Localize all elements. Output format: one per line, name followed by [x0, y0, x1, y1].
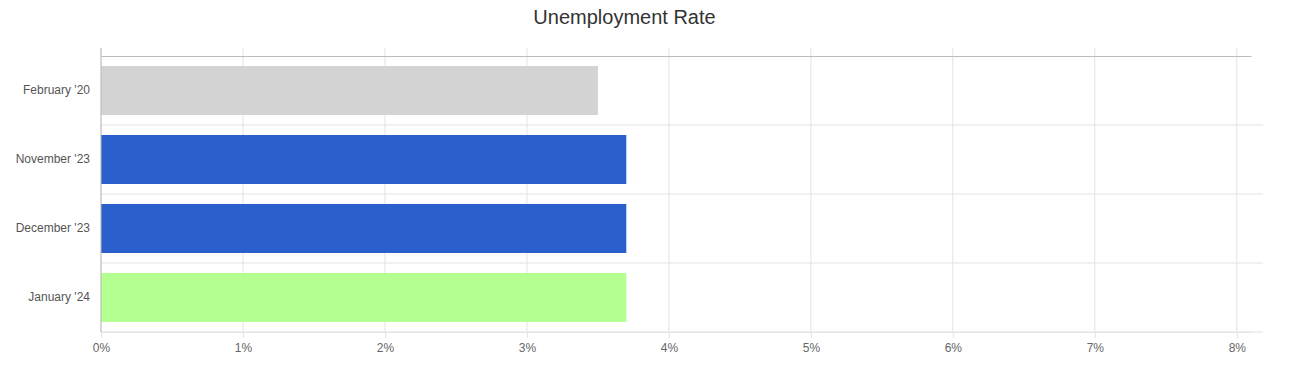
bar	[101, 204, 626, 253]
tick-label: 1%	[235, 341, 253, 355]
tick: 8%	[1229, 332, 1247, 355]
tick: November '23	[16, 152, 101, 166]
bar	[101, 66, 598, 115]
x-axis-top	[102, 56, 1252, 57]
tick: 3%	[519, 332, 537, 355]
tick-label: 2%	[377, 341, 395, 355]
tick: January '24	[28, 290, 101, 304]
chart: Unemployment Rate 0% 1% 2% 3% 4% 5% 6% 7% 8% Febru…	[0, 0, 1299, 375]
bar	[101, 135, 626, 184]
tick: 2%	[377, 332, 395, 355]
chart-title: Unemployment Rate	[533, 6, 715, 28]
tick-mark	[1095, 332, 1096, 338]
band-separator	[101, 125, 1263, 126]
tick: February '20	[23, 83, 101, 97]
tick-mark	[101, 332, 102, 338]
axis-line	[101, 48, 102, 332]
bar	[101, 273, 626, 322]
grid-line	[810, 48, 811, 332]
axis-line	[102, 56, 1252, 57]
tick-mark	[669, 332, 670, 338]
tick-mark	[953, 332, 954, 338]
x-axis: 0% 1% 2% 3% 4% 5% 6% 7% 8%	[93, 332, 1252, 355]
grid-line	[101, 48, 102, 332]
grid-line	[1094, 48, 1095, 332]
tick: 6%	[945, 332, 963, 355]
tick: December '23	[16, 221, 101, 235]
tick-label: 5%	[803, 341, 821, 355]
tick-label: 4%	[661, 341, 679, 355]
category-label: February '20	[23, 83, 90, 97]
band-separator	[101, 263, 1263, 264]
tick-label: 7%	[1087, 341, 1105, 355]
axis-line	[102, 332, 1252, 333]
grid-line	[952, 48, 953, 332]
category-label: January '24	[28, 290, 90, 304]
category-label: November '23	[16, 152, 91, 166]
tick-mark	[243, 332, 244, 338]
tick-label: 6%	[945, 341, 963, 355]
tick-label: 8%	[1229, 341, 1247, 355]
grid-line	[1236, 48, 1237, 332]
category-label: December '23	[16, 221, 91, 235]
tick: 7%	[1087, 332, 1105, 355]
tick-mark	[385, 332, 386, 338]
plot: 0% 1% 2% 3% 4% 5% 6% 7% 8% February '20 November '…	[16, 48, 1263, 355]
grid	[101, 48, 1263, 332]
band-separator	[101, 194, 1263, 195]
tick-mark	[811, 332, 812, 338]
tick-mark	[527, 332, 528, 338]
tick: 1%	[235, 332, 253, 355]
tick: 4%	[661, 332, 679, 355]
tick: 5%	[803, 332, 821, 355]
y-axis: February '20 November '23 December '23 Janu…	[16, 48, 101, 332]
tick-label: 3%	[519, 341, 537, 355]
tick-label: 0%	[93, 341, 111, 355]
band-separator	[101, 332, 1263, 333]
tick-mark	[1237, 332, 1238, 338]
grid-line	[668, 48, 669, 332]
tick: 0%	[93, 332, 111, 355]
bars	[101, 66, 626, 322]
